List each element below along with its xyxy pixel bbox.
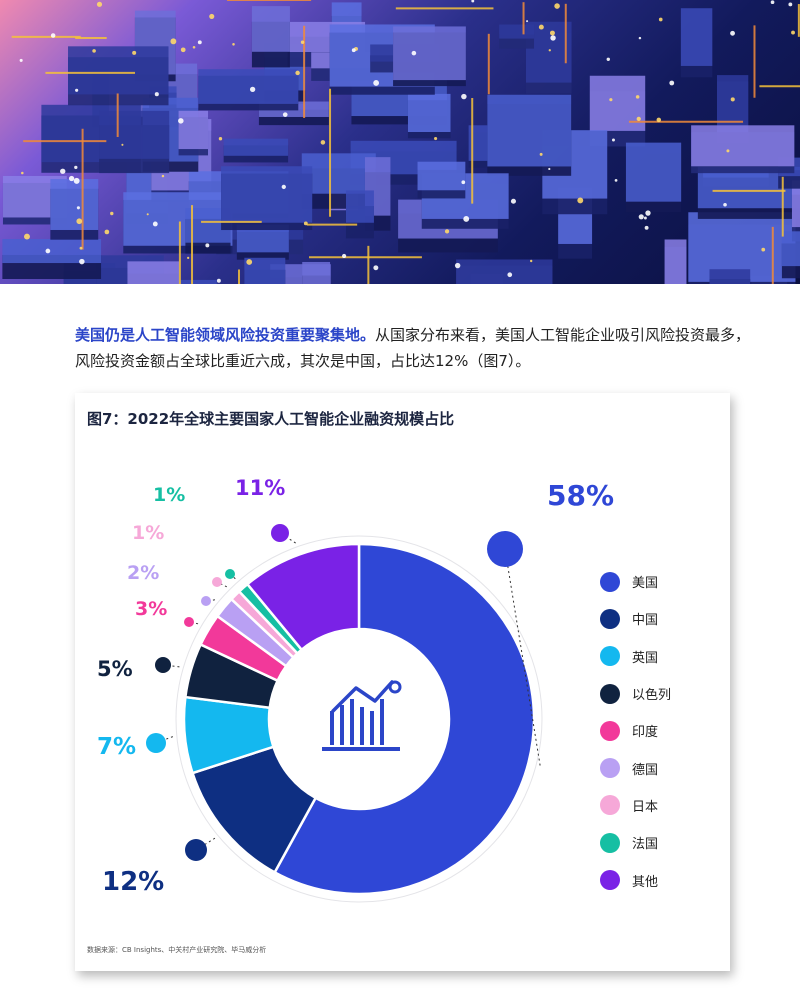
callout-leader-5 bbox=[188, 621, 199, 625]
chart-title: 图7：2022年全球主要国家人工智能企业融资规模占比 bbox=[87, 410, 455, 428]
rising-bar-chart-icon bbox=[322, 680, 402, 751]
legend-swatch-3 bbox=[600, 646, 620, 667]
slice-value-label-6: 2% bbox=[127, 562, 159, 584]
source-note: 数据来源：CB Insights、中关村产业研究院、毕马威分析 bbox=[87, 946, 267, 954]
callout-dot-4 bbox=[155, 657, 171, 673]
legend-item-7: 日本 bbox=[600, 787, 720, 824]
callout-leader-7 bbox=[216, 581, 227, 588]
chart-card: 图7：2022年全球主要国家人工智能企业融资规模占比 58% 12% 7% 5% 3% 2… bbox=[75, 393, 730, 971]
legend-swatch-8 bbox=[600, 832, 620, 853]
slice-value-label-5: 3% bbox=[135, 598, 167, 620]
legend-label-4: 以色列 bbox=[632, 688, 672, 704]
legend-swatch-2 bbox=[600, 608, 620, 629]
legend-swatch-4 bbox=[600, 683, 620, 704]
legend-item-3: 英国 bbox=[600, 638, 720, 675]
legend-item-9: 其他 bbox=[600, 861, 720, 898]
slice-value-label-8: 1% bbox=[153, 484, 185, 506]
callout-dot-5 bbox=[184, 617, 194, 627]
intro-highlight: 美国仍是人工智能领域风险投资重要聚集地。 bbox=[75, 326, 376, 344]
legend-swatch-7 bbox=[600, 795, 620, 816]
hero-image bbox=[0, 0, 800, 284]
legend-label-2: 中国 bbox=[632, 613, 659, 629]
callout-dot-6 bbox=[201, 596, 211, 606]
legend-item-5: 印度 bbox=[600, 712, 720, 749]
intro-body: 从国家分布来看，美国人工智能企业吸引风险投资最多，风险投资金额占全球比重近六成，… bbox=[75, 326, 751, 370]
circuit-board-illustration bbox=[2, 0, 800, 284]
legend-swatch-1 bbox=[600, 571, 620, 592]
legend-label-3: 英国 bbox=[632, 650, 659, 666]
slice-value-label-4: 5% bbox=[97, 657, 133, 681]
legend-swatch-6 bbox=[600, 758, 620, 779]
callout-dot-2 bbox=[185, 839, 207, 861]
slice-value-label-7: 1% bbox=[132, 522, 164, 544]
donut-slice-9 bbox=[245, 542, 361, 652]
donut-slice-1 bbox=[272, 542, 536, 896]
slice-value-label-3: 7% bbox=[97, 734, 136, 760]
slice-value-label-1: 58% bbox=[547, 479, 614, 512]
legend-label-9: 其他 bbox=[632, 874, 659, 890]
legend-label-5: 印度 bbox=[632, 725, 659, 741]
legend-item-1: 美国 bbox=[600, 563, 720, 600]
legend-item-4: 以色列 bbox=[600, 675, 720, 712]
legend-label-8: 法国 bbox=[632, 837, 659, 853]
slice-value-label-2: 12% bbox=[102, 867, 164, 897]
chart-legend: 美国中国英国以色列印度德国日本法国其他 bbox=[600, 563, 720, 899]
legend-swatch-5 bbox=[600, 720, 620, 741]
callout-dot-7 bbox=[212, 577, 222, 587]
legend-swatch-9 bbox=[600, 870, 620, 891]
legend-item-8: 法国 bbox=[600, 824, 720, 861]
legend-label-6: 德国 bbox=[632, 762, 659, 778]
legend-label-7: 日本 bbox=[632, 799, 659, 815]
legend-item-6: 德国 bbox=[600, 749, 720, 786]
callout-leader-2 bbox=[195, 837, 216, 851]
legend-label-1: 美国 bbox=[632, 576, 659, 592]
callout-dot-3 bbox=[146, 733, 166, 753]
callout-leader-6 bbox=[205, 599, 215, 602]
slice-value-label-9: 11% bbox=[235, 476, 285, 500]
callout-dot-1 bbox=[487, 531, 523, 567]
callout-dot-9 bbox=[271, 524, 289, 542]
callout-dot-8 bbox=[225, 569, 235, 579]
donut-chart: 58% 12% 7% 5% 3% 2% 1% 1% 11% bbox=[97, 476, 614, 903]
intro-paragraph: 美国仍是人工智能领域风险投资重要聚集地。从国家分布来看，美国人工智能企业吸引风险… bbox=[75, 322, 755, 374]
legend-item-2: 中国 bbox=[600, 600, 720, 637]
callout-leader-1 bbox=[504, 548, 541, 766]
